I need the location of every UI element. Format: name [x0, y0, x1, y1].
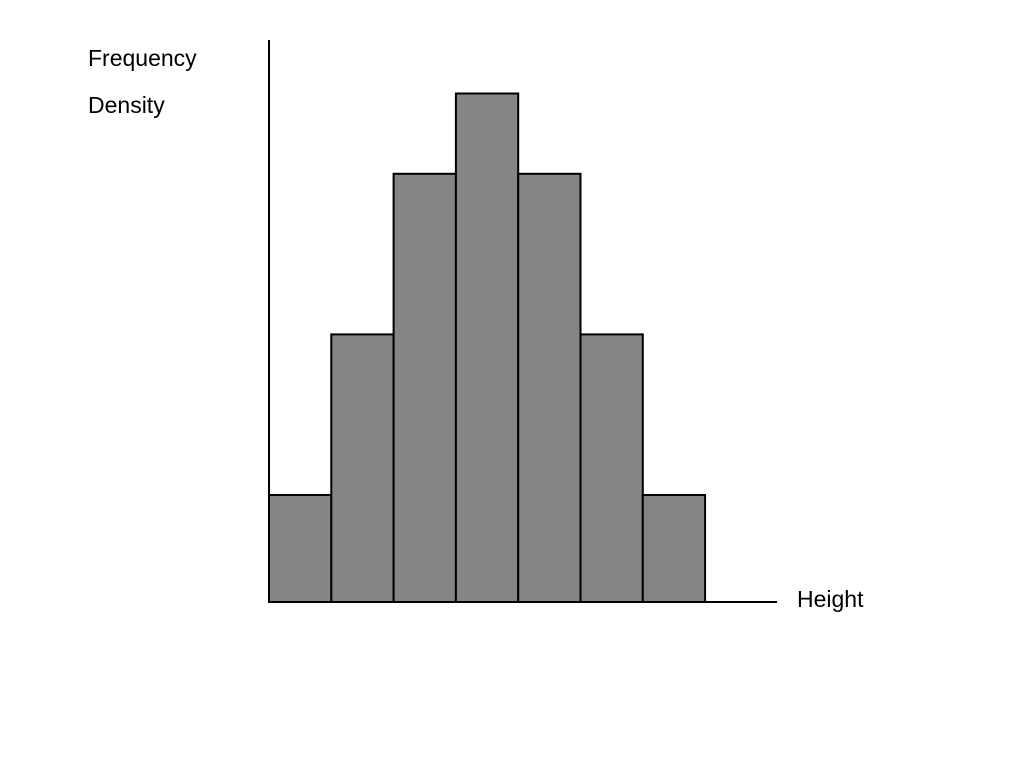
histogram-bar-2	[330, 333, 395, 603]
histogram-bar-6	[579, 333, 644, 603]
histogram-bar-1	[268, 494, 333, 603]
histogram-bar-4	[454, 92, 520, 603]
histogram-bar-3	[392, 172, 457, 604]
y-axis-label-line-2: Density	[88, 92, 165, 118]
histogram-bar-5	[517, 172, 582, 604]
y-axis-label-line-1: Frequency	[88, 45, 197, 71]
x-axis-label: Height	[797, 586, 864, 612]
histogram-bar-7	[641, 494, 707, 603]
bars-group	[268, 92, 707, 604]
